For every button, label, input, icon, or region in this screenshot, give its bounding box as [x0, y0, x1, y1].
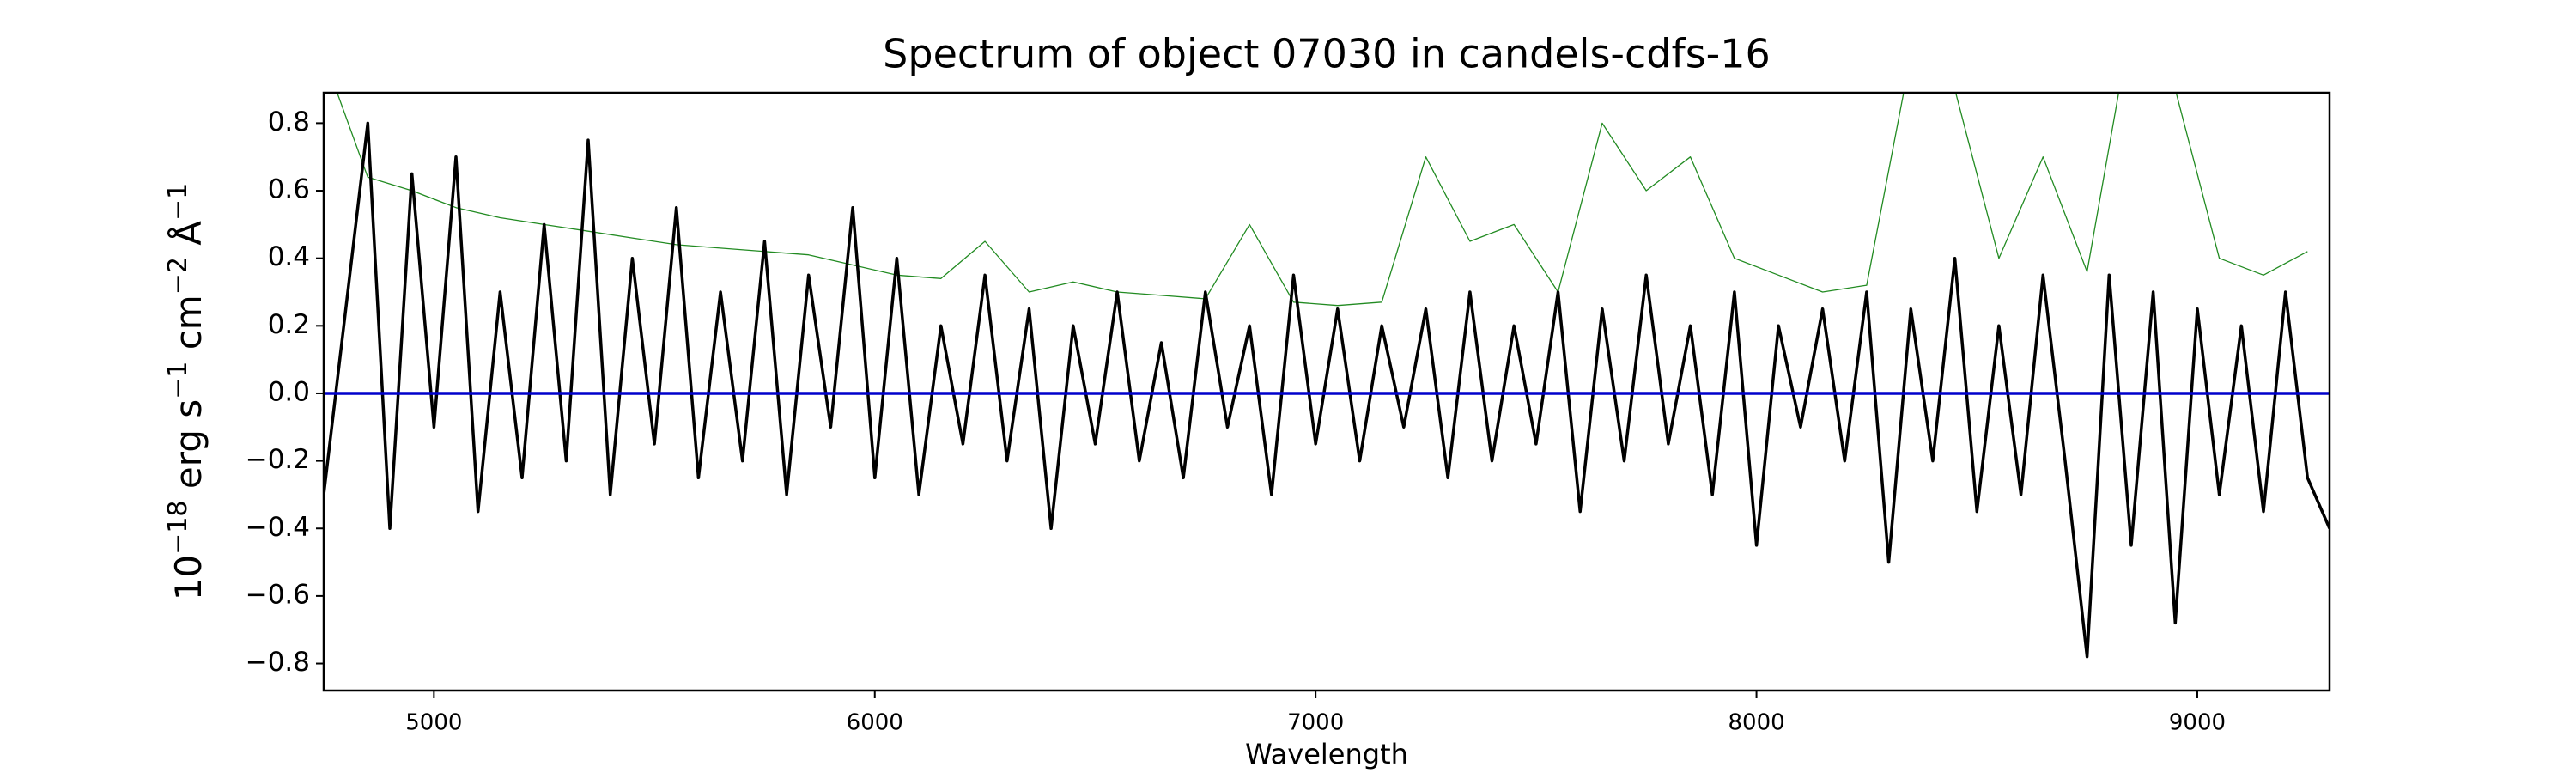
y-tick-label: 0.6	[268, 174, 310, 205]
y-label-exponent: −18	[163, 501, 193, 555]
y-label-exponent: −1	[163, 362, 193, 399]
y-tick-label: 0.0	[268, 376, 310, 407]
y-label-base: Å	[167, 221, 210, 257]
y-label-base: cm	[167, 295, 210, 361]
y-label-base: 10	[167, 555, 210, 600]
x-tick-label: 9000	[2169, 710, 2226, 736]
y-tick-label: −0.2	[246, 444, 310, 475]
spectrum-line	[336, 93, 2308, 307]
axes-frame	[322, 91, 2331, 692]
x-tick-label: 6000	[847, 710, 903, 736]
y-tick-label: 0.4	[268, 241, 310, 272]
x-tick-label: 8000	[1728, 710, 1784, 736]
y-tick-label: 0.8	[268, 107, 310, 137]
y-label-exponent: −1	[163, 183, 193, 221]
y-tick-label: 0.2	[268, 309, 310, 340]
y-axis-label: 10−18 erg s−1 cm−2 Å−1	[163, 183, 210, 601]
y-label-exponent: −2	[163, 257, 193, 295]
y-tick-label: −0.4	[246, 512, 310, 543]
y-tick-label: −0.8	[246, 647, 310, 678]
plot-area	[324, 93, 2330, 659]
x-axis-label: Wavelength	[1245, 738, 1408, 770]
y-label-base: erg s	[167, 399, 210, 501]
x-tick-label: 7000	[1287, 710, 1344, 736]
y-tick-label: −0.6	[246, 579, 310, 610]
x-tick-label: 5000	[405, 710, 462, 736]
spectrum-line	[324, 121, 2330, 659]
chart-title: Spectrum of object 07030 in candels-cdfs…	[883, 31, 1771, 77]
